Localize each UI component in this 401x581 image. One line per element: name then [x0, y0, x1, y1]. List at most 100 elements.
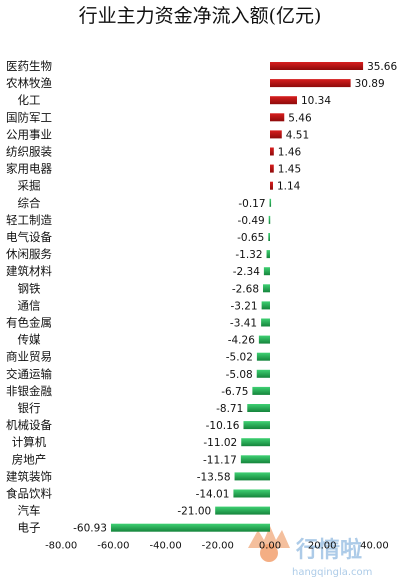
bar-7	[270, 181, 273, 190]
value-label: 1.14	[277, 181, 301, 193]
bar-10	[268, 233, 270, 241]
bar-11	[266, 250, 270, 259]
bars	[110, 62, 364, 532]
category-label: 轻工制造	[6, 213, 52, 227]
value-label: 30.89	[355, 78, 385, 90]
watermark-text: 行情啦	[295, 537, 362, 563]
value-label: 1.45	[278, 164, 301, 176]
value-label: 10.34	[301, 95, 331, 107]
watermark: 行情啦 hangqingla.com	[248, 526, 372, 578]
category-label: 农林牧渔	[6, 76, 52, 90]
x-tick-label: -20.00	[202, 541, 234, 552]
bar-12	[263, 267, 270, 276]
value-label: -11.02	[203, 437, 237, 449]
category-label: 公用事业	[6, 127, 52, 141]
value-label: 1.46	[278, 147, 302, 159]
value-label: -4.26	[228, 335, 255, 347]
category-label: 电气设备	[6, 230, 52, 244]
category-label: 建筑装饰	[6, 469, 52, 483]
bar-4	[270, 130, 282, 139]
value-label: -8.71	[216, 403, 243, 415]
value-label: -0.17	[238, 198, 265, 210]
bar-16	[258, 335, 270, 344]
value-label: -14.01	[196, 489, 230, 501]
value-label: 35.66	[367, 61, 397, 73]
value-label: -1.32	[235, 249, 262, 261]
value-label: -10.16	[206, 420, 240, 432]
category-label: 化工	[18, 93, 41, 107]
bar-21	[243, 421, 270, 430]
category-label: 非银金融	[6, 384, 52, 398]
category-label: 房地产	[12, 452, 47, 466]
chart-title: 行业主力资金净流入额(亿元)	[79, 5, 322, 27]
bar-18	[256, 369, 270, 378]
bar-0	[270, 62, 364, 70]
category-label: 计算机	[12, 435, 47, 449]
bar-3	[270, 113, 285, 122]
category-label: 国防军工	[6, 110, 52, 124]
bar-22	[241, 438, 270, 447]
value-label: -0.65	[237, 232, 264, 244]
bar-6	[270, 164, 274, 173]
x-tick-label: 40.00	[360, 541, 389, 552]
bar-8	[269, 198, 272, 207]
bar-9	[268, 215, 271, 224]
bar-26	[215, 506, 270, 515]
value-label: -11.17	[203, 454, 237, 466]
x-tick-label: -60.00	[97, 541, 129, 552]
bar-2	[270, 96, 297, 105]
category-label: 银行	[18, 401, 41, 415]
bar-19	[252, 386, 270, 395]
value-label: -6.75	[221, 386, 248, 398]
bar-24	[234, 472, 270, 481]
category-label: 医药生物	[6, 59, 52, 73]
value-label: -5.02	[226, 352, 253, 364]
category-label: 家用电器	[6, 162, 52, 176]
category-label: 综合	[18, 196, 41, 210]
category-label: 机械设备	[6, 418, 52, 432]
category-label: 电子	[18, 521, 41, 535]
category-label: 通信	[18, 298, 41, 312]
value-label: -0.49	[238, 215, 265, 227]
value-label: 4.51	[286, 129, 309, 141]
category-label: 纺织服装	[6, 145, 52, 159]
bar-15	[261, 318, 270, 327]
category-label: 交通运输	[6, 367, 52, 381]
category-label: 建筑材料	[6, 264, 52, 278]
bar-5	[270, 147, 274, 156]
bar-13	[263, 284, 270, 293]
value-label: -2.34	[233, 266, 260, 278]
category-labels: 医药生物农林牧渔化工国防军工公用事业纺织服装家用电器采掘综合轻工制造电气设备休闲…	[6, 59, 52, 535]
value-label: -3.41	[230, 318, 257, 330]
x-tick-label: 0.00	[259, 541, 281, 552]
category-label: 钢铁	[18, 281, 41, 295]
value-label: -3.21	[230, 300, 257, 312]
category-label: 传媒	[18, 333, 41, 347]
value-labels: 35.66 30.89 10.34 5.46 4.51 1.46 1.45 1.14 -0.17…	[73, 61, 397, 535]
bar-20	[247, 404, 270, 412]
watermark-url: hangqingla.com	[292, 567, 372, 578]
bar-27	[110, 523, 270, 532]
value-label: 5.46	[288, 112, 312, 124]
value-label: -21.00	[177, 506, 211, 518]
value-label: -60.93	[73, 523, 107, 535]
bar-17	[256, 352, 270, 361]
value-label: -13.58	[197, 471, 231, 483]
value-label: -2.68	[232, 283, 259, 295]
bar-23	[240, 455, 270, 464]
category-label: 有色金属	[6, 316, 52, 330]
x-tick-label: 20.00	[308, 541, 337, 552]
value-label: -5.08	[226, 369, 253, 381]
category-label: 食品饮料	[6, 487, 52, 501]
bar-25	[233, 489, 270, 498]
x-axis: -80.00 -60.00 -40.00 -20.00 0.00 20.00 40.00	[45, 541, 389, 552]
category-label: 采掘	[18, 179, 41, 193]
bar-14	[261, 301, 270, 310]
bar-1	[270, 79, 351, 88]
x-tick-label: -40.00	[149, 541, 181, 552]
x-tick-label: -80.00	[45, 541, 77, 552]
category-label: 汽车	[18, 504, 41, 518]
category-label: 商业贸易	[6, 350, 52, 364]
category-label: 休闲服务	[6, 247, 52, 261]
